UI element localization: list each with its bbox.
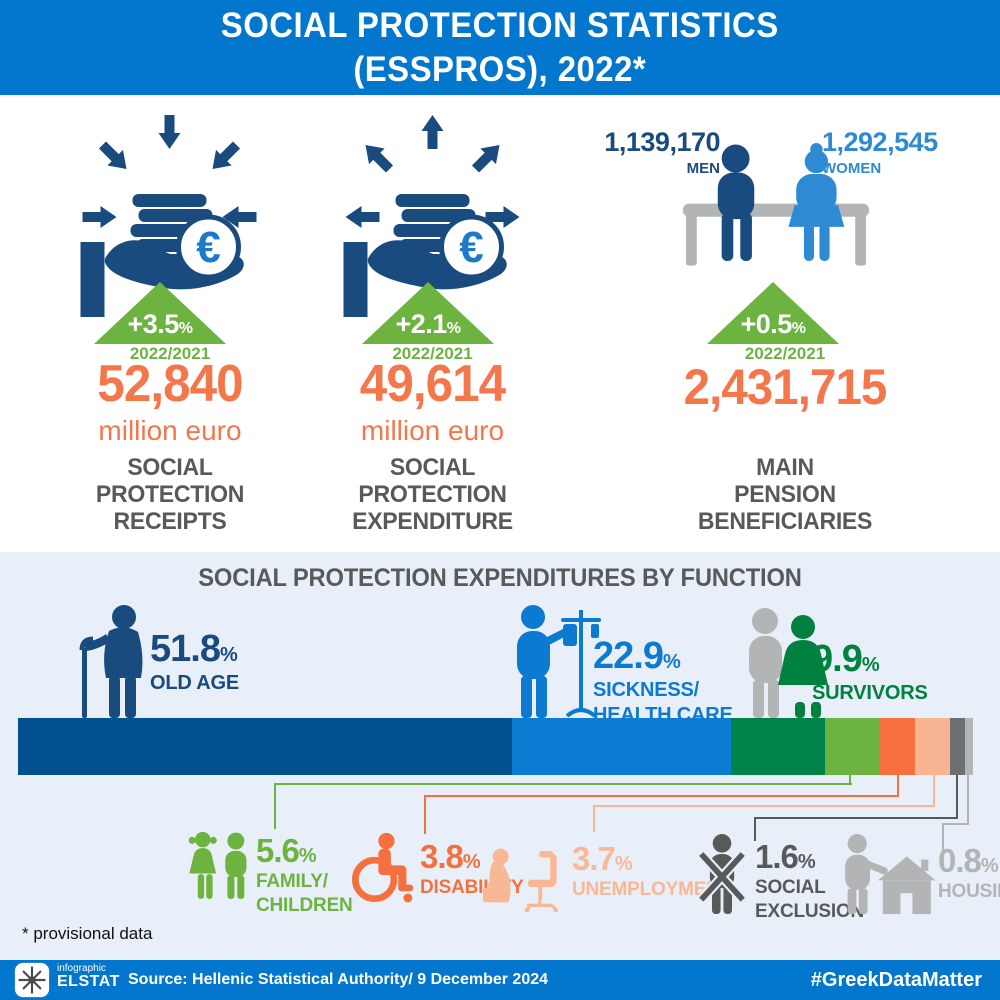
bar-segment-survivors [730,718,826,775]
bar-segment-housing [965,718,973,775]
source-text: Source: Hellenic Statistical Authority/ … [128,971,549,988]
growth-triangle: +2.1% [362,282,494,344]
stat-value: 52,840 [97,355,243,413]
stat-value: 2,431,715 [683,359,888,415]
unemployment-icon [483,848,559,912]
section-title: SOCIAL PROTECTION EXPENDITURES BY FUNCTI… [198,564,802,592]
women-stat: 1,292,545 WOMEN [822,127,942,177]
disability-icon [352,832,414,903]
stat-unit: million euro [360,415,505,446]
connector-family-children [849,775,851,783]
men-value: 1,139,170 [604,127,720,157]
growth-value: +3.5% [127,309,193,339]
elstat-logo-text: infographic ELSTAT [57,963,120,990]
triangle-shape [362,282,494,344]
connector-social-exclusion [956,775,958,817]
sickness-health-care-icon [517,605,601,718]
svg-text:€: € [459,223,483,272]
stat-label: SOCIAL PROTECTION EXPENDITURE [352,454,513,535]
bar-segment-old-age [18,718,513,775]
elstat-logo-icon [14,962,50,998]
functions-section: SOCIAL PROTECTION EXPENDITURES BY FUNCTI… [0,552,1000,962]
connector-family-children [274,783,852,829]
stacked-bar [18,718,973,775]
bar-segment-sickness-health-care [512,718,731,775]
men-label: MEN [686,160,720,177]
connector-disability [897,775,899,795]
old-age-label: 51.8% OLD AGE [150,628,239,694]
unemployment-label: 3.7% UNEMPLOYMENT [572,840,732,900]
family-children-label: 5.6% FAMILY/ CHILDREN [256,832,353,916]
growth-value: +0.5% [740,309,806,339]
money-inflow-icon: € [80,115,257,317]
sickness-label: 22.9% SICKNESS/ HEALTH CARE [593,635,733,726]
growth-triangle: +0.5% [707,282,839,344]
connector-unemployment [593,805,935,832]
connector-housing [942,823,969,853]
bar-segment-disability [878,718,915,775]
social-exclusion-label: 1.6% SOCIAL EXCLUSION [755,838,865,922]
page-title-line2: (ESSPROS), 2022* [353,49,647,89]
stat-expenditure: € +2.1% 2022/2021 49,614 million euro SO… [300,95,565,552]
triangle-shape [707,282,839,344]
women-label: WOMEN [822,160,882,177]
men-stat: 1,139,170 MEN [602,127,720,177]
connector-social-exclusion [754,817,958,841]
bar-segment-social-exclusion [950,718,966,775]
family-children-icon [188,831,247,899]
key-stats-section: € +3.5% 2022/2021 52,840 million euro SO… [0,95,1000,552]
old-age-icon [79,605,143,718]
women-value: 1,292,545 [822,127,938,157]
header-banner: SOCIAL PROTECTION STATISTICS (ESSPROS), … [0,0,1000,95]
hashtag: #GreekDataMatter [810,969,982,991]
growth-value: +2.1% [395,309,461,339]
page-title: SOCIAL PROTECTION STATISTICS (ESSPROS), … [221,4,779,92]
connector-unemployment [933,775,935,805]
survivors-label: 9.9% SURVIVORS [812,638,928,704]
stat-pension-beneficiaries: 1,139,170 MEN 1,292,545 WOMEN [600,95,970,552]
page-title-line1: SOCIAL PROTECTION STATISTICS [221,5,779,45]
connector-disability [424,795,899,834]
provisional-data-footnote: * provisional data [22,924,153,943]
money-outflow-icon: € [343,115,520,317]
survivors-icon [749,608,828,718]
comparison-period: 2022/2021 [129,344,211,363]
triangle-shape [94,282,226,344]
stat-receipts: € +3.5% 2022/2021 52,840 million euro SO… [40,95,300,552]
social-exclusion-icon [697,834,747,914]
comparison-period: 2022/2021 [744,344,826,363]
housing-icon [845,834,936,914]
pensioners-on-bench-icon [682,143,870,266]
svg-text:€: € [196,223,220,272]
stat-label: MAIN PENSION BENEFICIARIES [697,454,873,535]
growth-triangle: +3.5% [94,282,226,344]
stat-label: SOCIAL PROTECTION RECEIPTS [95,454,245,535]
comparison-period: 2022/2021 [392,344,473,363]
connector-housing [967,775,969,823]
bar-segment-unemployment [914,718,951,775]
bar-segment-family-children [825,718,879,775]
footer-bar: infographic ELSTAT Source: Hellenic Stat… [0,960,1000,1000]
stat-unit: million euro [98,415,242,446]
housing-label: 0.8% HOUSING [938,842,1000,902]
stat-value: 49,614 [359,355,506,413]
